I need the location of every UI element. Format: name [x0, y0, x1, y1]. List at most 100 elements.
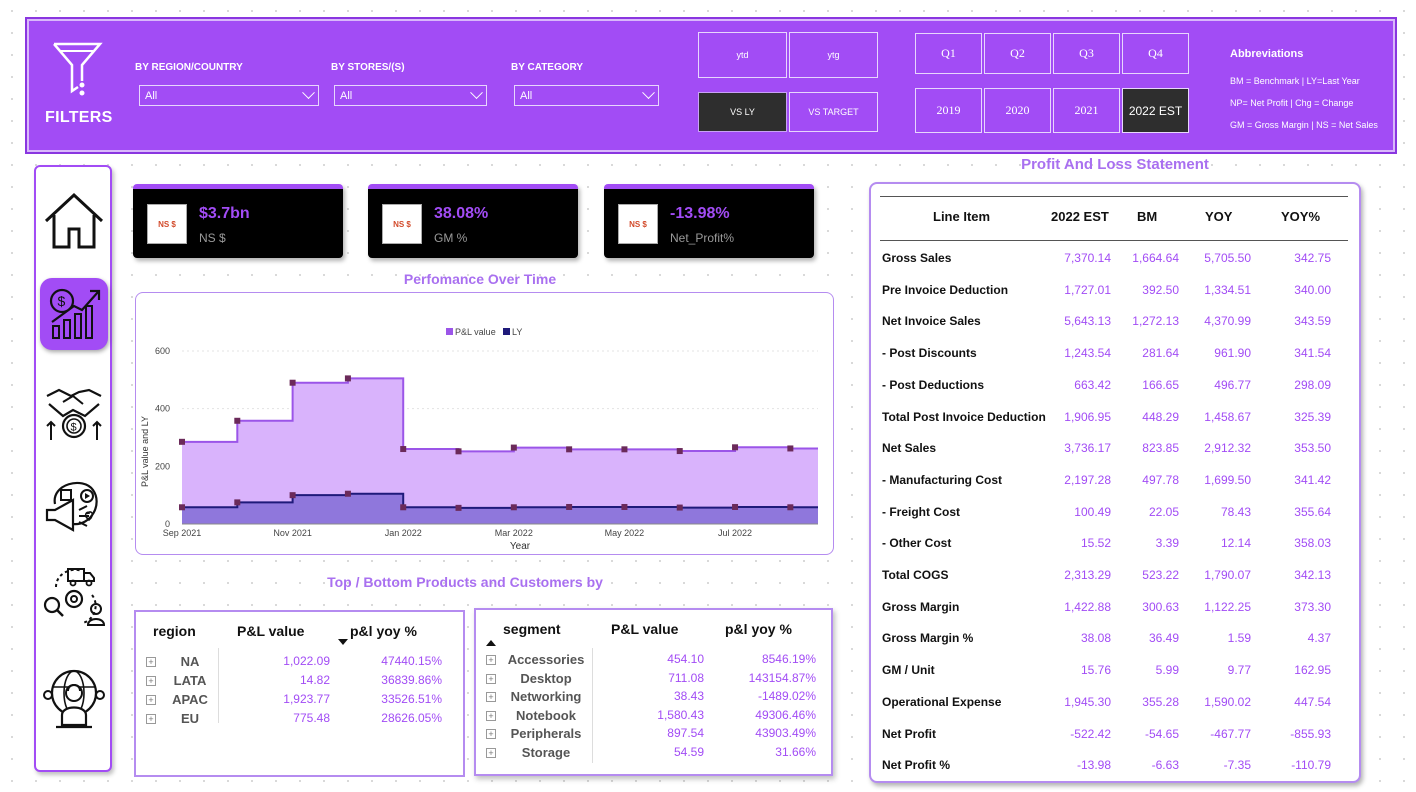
pl-yoy-header[interactable]: p&l yoy %	[725, 621, 792, 637]
segment-name[interactable]: Accessories	[507, 652, 585, 667]
ly-marker[interactable]	[400, 504, 407, 511]
pnl-est-cell: 5,643.13	[1064, 314, 1111, 329]
nav-sales[interactable]: $	[40, 377, 108, 449]
region-filter-label: BY REGION/COUNTRY	[135, 62, 243, 73]
ytg-button[interactable]: ytg	[789, 32, 878, 78]
header-divider	[880, 240, 1348, 241]
region-name[interactable]: APAC	[172, 692, 208, 707]
region-name[interactable]: NA	[180, 654, 200, 669]
q1-button[interactable]: Q1	[915, 33, 982, 74]
expand-icon[interactable]: +	[486, 710, 496, 721]
ly-marker[interactable]	[787, 504, 794, 511]
filter-bar: FILTERS BY REGION/COUNTRY All BY STORES/…	[27, 19, 1395, 152]
segment-name[interactable]: Notebook	[516, 707, 576, 723]
ly-area[interactable]	[182, 493, 818, 524]
pl-yoy-header[interactable]: p&l yoy %	[350, 623, 417, 639]
segment-name[interactable]: Peripherals	[510, 726, 582, 742]
pl-value-header[interactable]: P&L value	[611, 621, 679, 637]
expand-icon[interactable]: +	[146, 695, 156, 705]
ly-marker[interactable]	[455, 504, 462, 511]
pnl-bm-cell: 166.65	[1142, 377, 1179, 392]
expand-icon[interactable]: +	[486, 729, 496, 740]
ly-marker[interactable]	[676, 504, 683, 511]
stores-filter-dropdown[interactable]: All	[334, 85, 487, 106]
ly-marker[interactable]	[621, 503, 628, 510]
pl-value-marker[interactable]	[179, 438, 185, 445]
expand-icon[interactable]: +	[486, 748, 496, 758]
ytd-button[interactable]: ytd	[698, 32, 787, 78]
pl-value-marker[interactable]	[676, 448, 683, 455]
pnl-line-item: - Post Deductions	[882, 377, 985, 392]
pnl-yoy-cell: 78.43	[1220, 504, 1251, 519]
expand-icon[interactable]: +	[146, 714, 156, 724]
pl-value-marker[interactable]	[344, 375, 351, 382]
est-header[interactable]: 2022 EST	[1051, 209, 1109, 224]
kpi-value: $3.7bn	[199, 205, 250, 222]
ly-marker[interactable]	[510, 504, 517, 511]
ly-marker[interactable]	[566, 503, 573, 510]
category-filter-dropdown[interactable]: All	[514, 85, 659, 106]
pl-value-marker[interactable]	[566, 446, 573, 453]
pnl-yoy-cell: 2,912.32	[1204, 441, 1251, 456]
ly-marker[interactable]	[179, 504, 185, 511]
ly-marker[interactable]	[234, 499, 241, 506]
pl-value-marker[interactable]	[289, 379, 296, 386]
pnl-line-item: Pre Invoice Deduction	[882, 282, 1009, 297]
pnl-bm-cell: 300.63	[1142, 599, 1179, 614]
bm-header[interactable]: BM	[1137, 209, 1158, 224]
region-name[interactable]: LATA	[173, 673, 207, 688]
year-2022-est-button[interactable]: 2022 EST	[1122, 88, 1189, 133]
pnl-line-item: Gross Sales	[882, 251, 952, 265]
pnl-yoy-cell: 1,790.07	[1204, 568, 1251, 582]
q3-button[interactable]: Q3	[1053, 33, 1120, 74]
line-item-header[interactable]: Line Item	[933, 209, 991, 224]
pl-value-marker[interactable]	[732, 444, 739, 451]
expand-icon[interactable]: +	[146, 676, 156, 686]
nav-supply-chain[interactable]	[40, 561, 108, 633]
region-header[interactable]: region	[153, 623, 196, 639]
pl-value-marker[interactable]	[510, 444, 517, 451]
pl-value-area[interactable]	[182, 378, 818, 524]
sort-desc-icon[interactable]	[338, 639, 348, 645]
pl-value-marker[interactable]	[234, 417, 241, 424]
nav-finance[interactable]: $	[40, 278, 108, 350]
q2-button[interactable]: Q2	[984, 33, 1051, 74]
pl-value-marker[interactable]	[621, 446, 628, 453]
pl-yoy-cell: 143154.87%	[748, 670, 816, 685]
pl-value-marker[interactable]	[400, 446, 407, 453]
ly-marker[interactable]	[344, 490, 351, 497]
expand-icon[interactable]: +	[486, 655, 496, 665]
vs-target-button[interactable]: VS TARGET	[789, 92, 878, 132]
sort-asc-icon[interactable]	[486, 640, 496, 646]
ly-marker[interactable]	[732, 503, 739, 510]
yoy-header[interactable]: YOY	[1205, 209, 1233, 224]
segment-name[interactable]: Networking	[510, 689, 582, 705]
expand-icon[interactable]: +	[486, 673, 496, 684]
performance-chart[interactable]: 0 200 400 600 Sep 2021 Nov 2021 Jan 2022 Mar 20…	[136, 293, 833, 554]
ly-marker[interactable]	[289, 492, 296, 499]
top-bottom-title: Top / Bottom Products and Customers by	[327, 574, 603, 590]
pl-value-header[interactable]: P&L value	[237, 623, 305, 639]
year-2019-button[interactable]: 2019	[915, 88, 982, 133]
segment-header[interactable]: segment	[503, 621, 561, 637]
region-filter-dropdown[interactable]: All	[139, 85, 319, 106]
pl-value-marker[interactable]	[787, 445, 794, 452]
pl-value-marker[interactable]	[455, 448, 462, 455]
yoy-pct-header[interactable]: YOY%	[1281, 209, 1321, 224]
year-2021-button[interactable]: 2021	[1053, 88, 1120, 133]
segment-name[interactable]: Storage	[521, 745, 571, 760]
expand-icon[interactable]: +	[146, 657, 156, 667]
legend-label[interactable]: P&L value	[455, 327, 496, 337]
pnl-yoy-cell: 9.77	[1227, 663, 1251, 678]
year-2020-button[interactable]: 2020	[984, 88, 1051, 133]
expand-icon[interactable]: +	[486, 692, 496, 703]
segment-name[interactable]: Desktop	[520, 670, 572, 686]
nav-global[interactable]	[40, 661, 108, 733]
nav-home[interactable]	[40, 185, 108, 257]
nav-marketing[interactable]	[40, 469, 108, 541]
q4-button[interactable]: Q4	[1122, 33, 1189, 74]
legend-label[interactable]: LY	[512, 327, 522, 337]
region-name[interactable]: EU	[180, 711, 200, 726]
pnl-est-cell: -522.42	[1070, 726, 1111, 741]
vs-ly-button[interactable]: VS LY	[698, 92, 787, 132]
